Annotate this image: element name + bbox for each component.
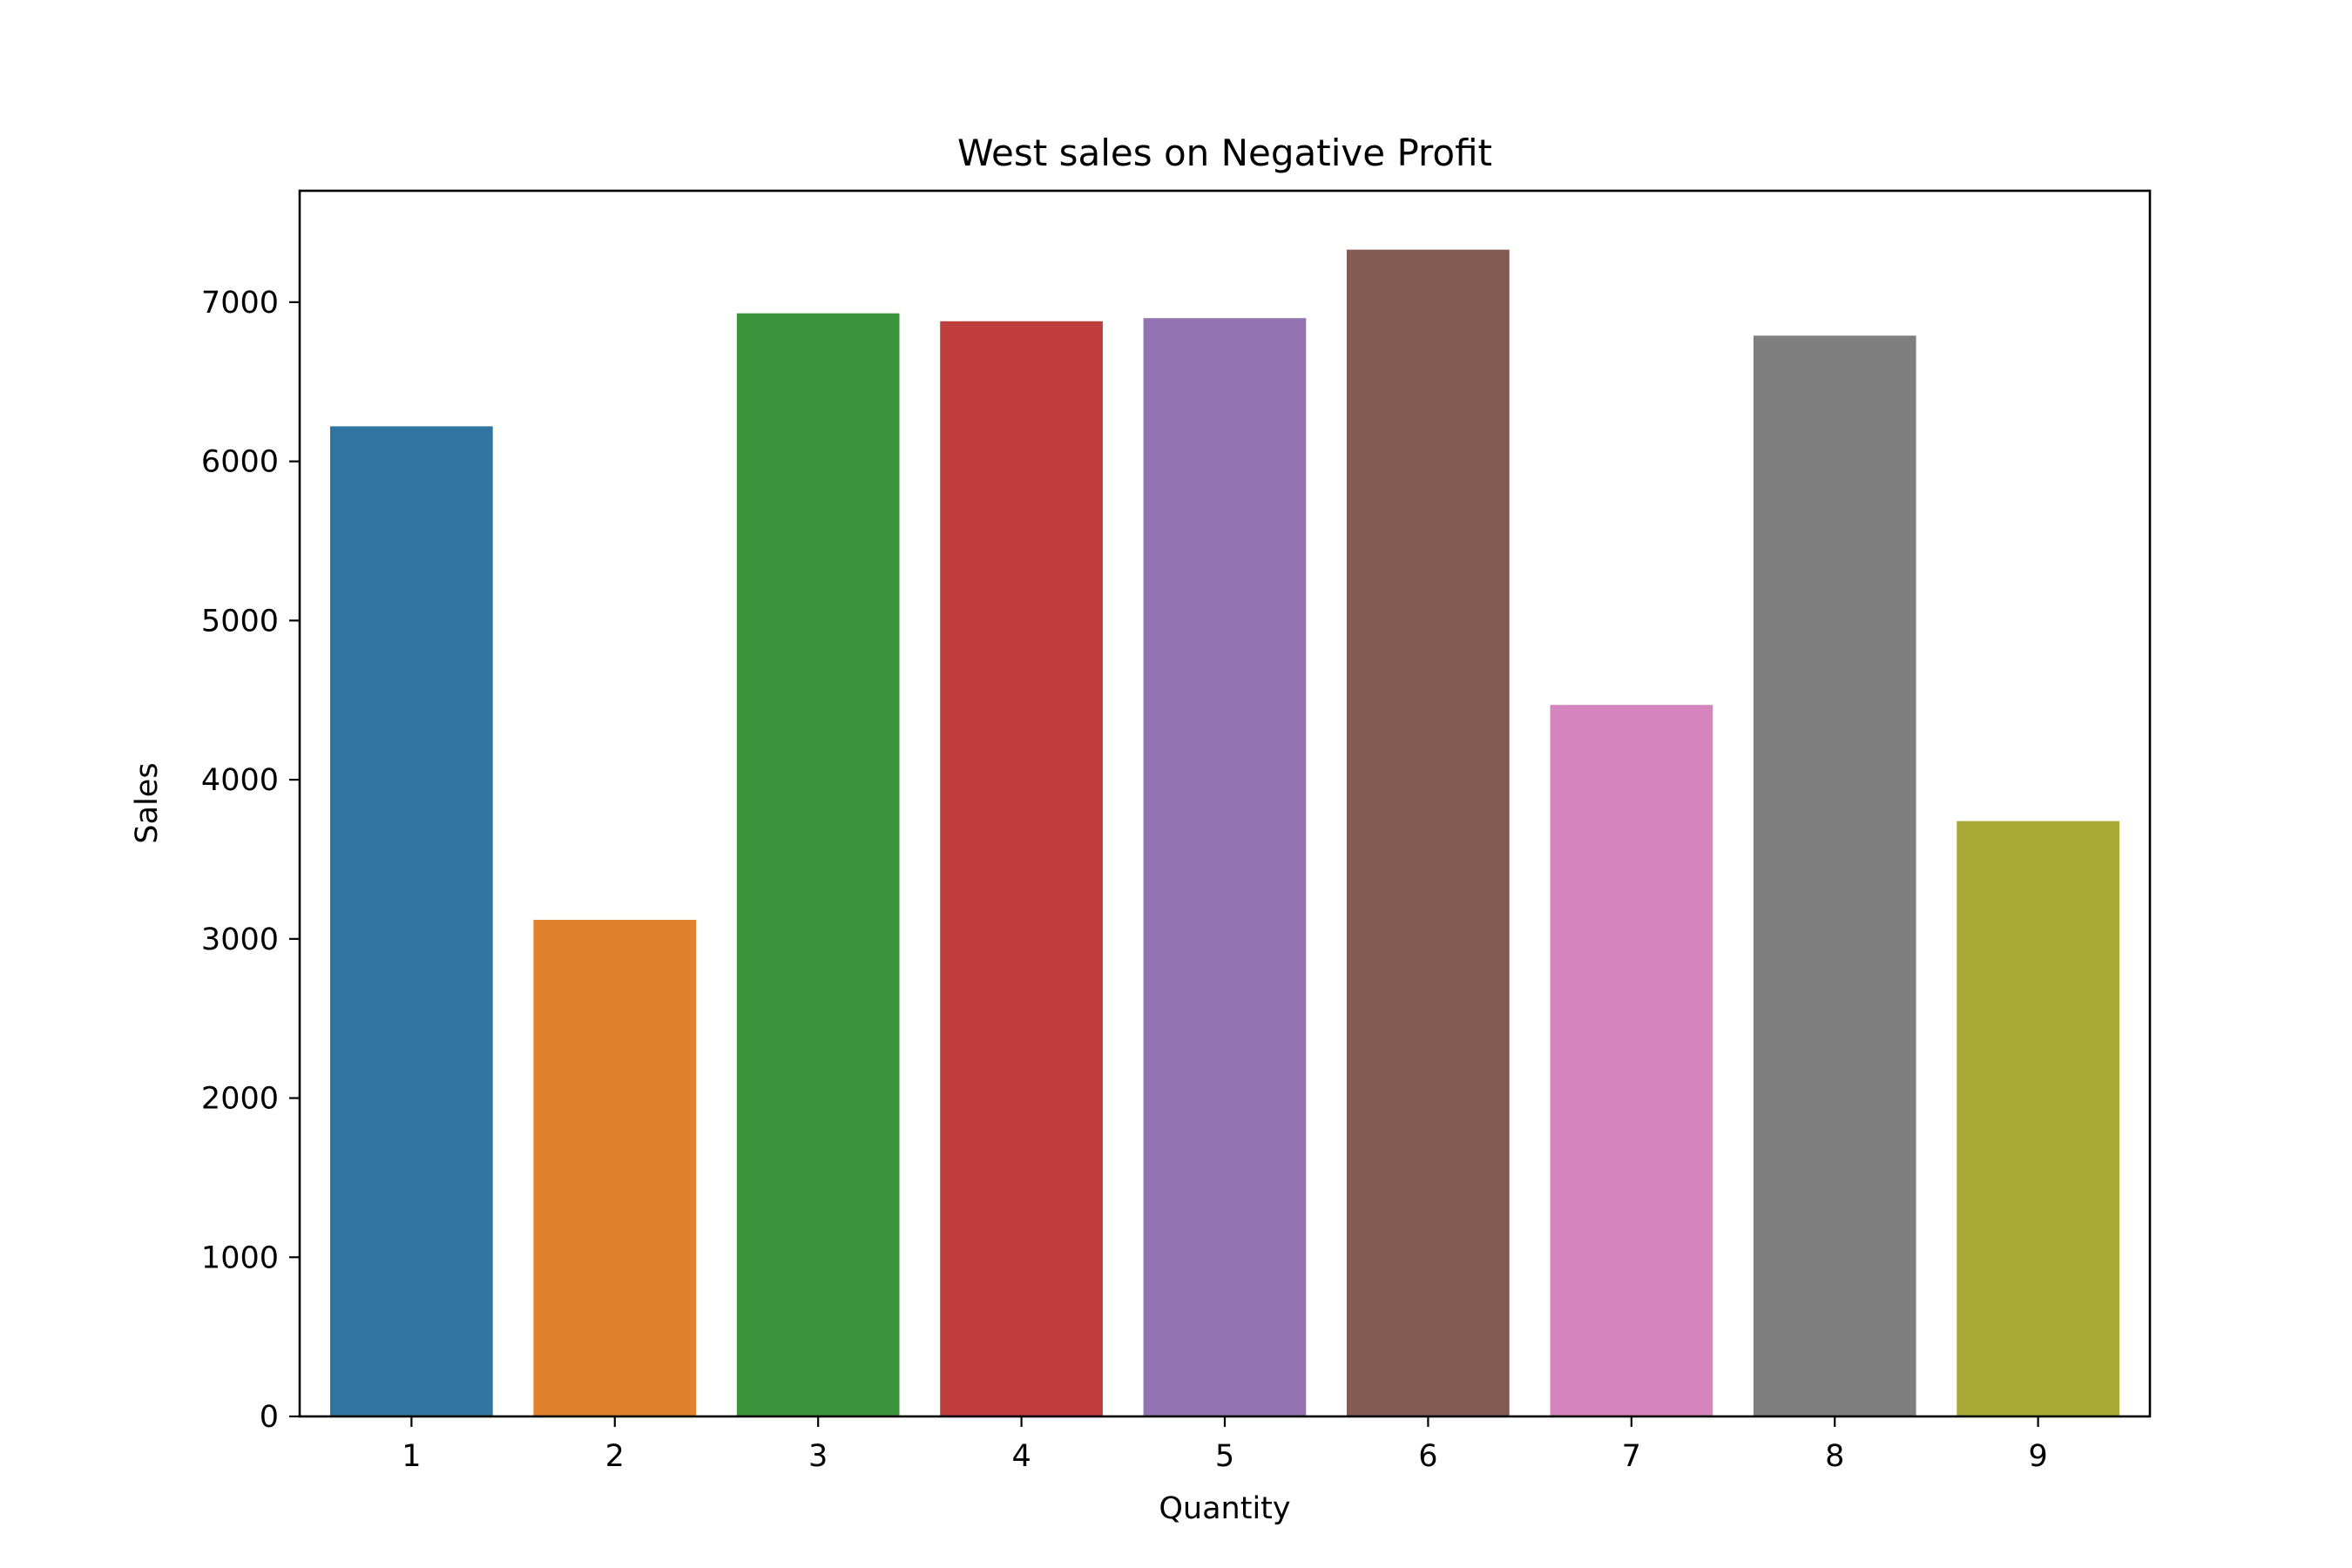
x-axis-label: Quantity [1159,1491,1290,1526]
chart-title: West sales on Negative Profit [957,132,1492,174]
bar-8 [1753,335,1916,1416]
x-tick-label-6: 6 [1418,1439,1437,1474]
y-tick-label-0: 0 [260,1400,279,1435]
y-tick-label-5000: 5000 [201,604,279,639]
x-tick-label-5: 5 [1215,1439,1234,1474]
bars-group [330,249,2119,1417]
x-tick-label-8: 8 [1825,1439,1844,1474]
y-tick-label-7000: 7000 [201,286,279,321]
y-tick-label-4000: 4000 [201,763,279,798]
bar-9 [1957,821,2119,1416]
bar-1 [330,426,493,1416]
x-tick-label-9: 9 [2028,1439,2047,1474]
x-tick-label-3: 3 [808,1439,828,1474]
y-axis-label: Sales [130,762,165,843]
x-tick-label-4: 4 [1011,1439,1031,1474]
bar-5 [1143,318,1307,1417]
y-tick-label-1000: 1000 [201,1240,279,1275]
x-axis: 1 2 3 4 5 6 7 8 9 [402,1416,2048,1474]
y-tick-label-3000: 3000 [201,923,279,957]
plot-frame [298,189,2152,1418]
bar-4 [940,321,1103,1416]
bar-3 [736,313,900,1417]
x-tick-label-1: 1 [402,1439,421,1474]
y-tick-label-2000: 2000 [201,1082,279,1117]
y-axis: 0 1000 2000 3000 4000 5000 6000 7000 [201,286,300,1435]
y-tick-label-6000: 6000 [201,445,279,480]
bar-7 [1550,705,1713,1416]
bar-6 [1347,249,1510,1417]
bar-2 [533,919,697,1416]
x-tick-label-2: 2 [605,1439,625,1474]
x-tick-label-7: 7 [1622,1439,1641,1474]
